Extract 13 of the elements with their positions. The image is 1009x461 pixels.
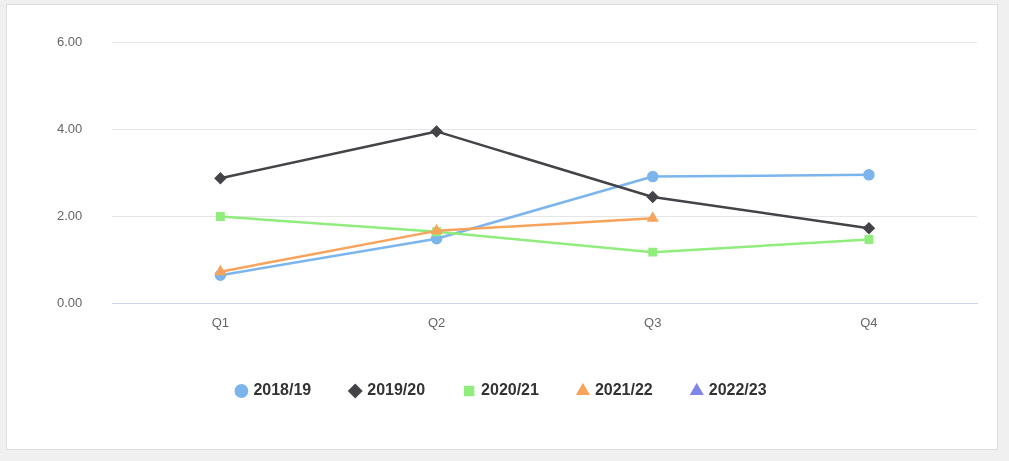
- legend-label: 2019/20: [367, 381, 426, 399]
- x-tick-label: Q1: [211, 314, 230, 330]
- y-tick-label: 0.00: [56, 294, 83, 310]
- y-tick-label: 2.00: [56, 208, 83, 224]
- y-tick-label: 4.00: [56, 121, 83, 137]
- x-tick-label: Q2: [427, 314, 446, 330]
- y-tick-label: 6.00: [56, 34, 83, 50]
- legend-label: 2021/22: [594, 381, 653, 399]
- legend-label: 2022/23: [708, 381, 767, 399]
- x-tick-label: Q3: [644, 314, 662, 330]
- legend-label: 2018/19: [253, 381, 312, 399]
- legend-label: 2020/21: [481, 381, 540, 399]
- x-tick-label: Q4: [860, 314, 878, 330]
